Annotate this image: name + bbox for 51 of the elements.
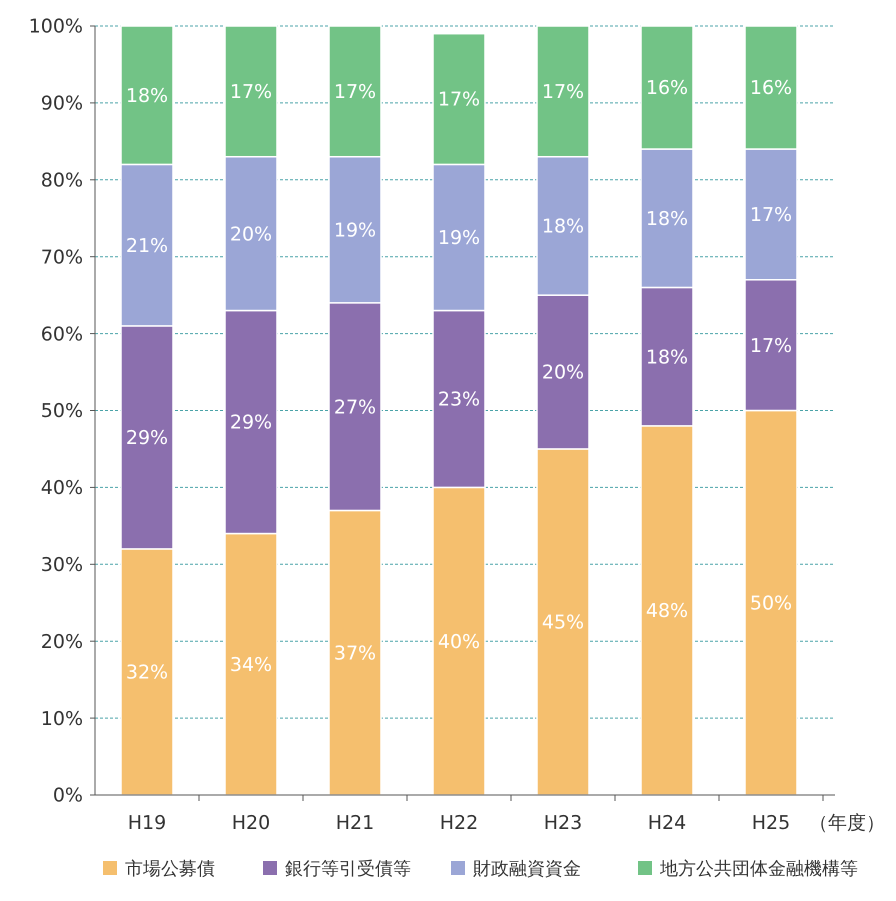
x-tick-label: H24 xyxy=(648,812,686,834)
y-tick-label: 90% xyxy=(40,92,83,115)
data-label: 19% xyxy=(334,219,376,242)
data-label: 17% xyxy=(438,88,480,111)
data-label: 29% xyxy=(230,412,272,434)
x-tick-label: H21 xyxy=(336,812,374,834)
data-label: 32% xyxy=(126,662,168,684)
data-label: 27% xyxy=(334,396,376,418)
y-tick-label: 70% xyxy=(40,246,83,268)
data-label: 18% xyxy=(126,84,168,107)
legend-label: 市場公募債 xyxy=(125,858,215,880)
data-label: 16% xyxy=(646,77,688,100)
y-tick-label: 50% xyxy=(40,400,83,422)
y-tick-label: 30% xyxy=(40,554,83,576)
data-label: 17% xyxy=(334,81,376,104)
y-tick-label: 60% xyxy=(40,323,83,346)
y-tick-label: 0% xyxy=(52,784,83,807)
data-label: 17% xyxy=(230,81,272,104)
data-label: 18% xyxy=(646,208,688,230)
y-tick-label: 100% xyxy=(28,16,83,38)
data-label: 48% xyxy=(646,600,688,622)
data-label: 20% xyxy=(230,223,272,246)
y-tick-label: 80% xyxy=(40,169,83,192)
x-tick-label: H20 xyxy=(232,812,270,834)
data-label: 17% xyxy=(750,334,792,357)
data-label: 23% xyxy=(438,388,480,411)
x-tick-label: H22 xyxy=(440,812,478,834)
y-tick-label: 20% xyxy=(40,630,83,653)
legend-label: 財政融資資金 xyxy=(473,858,581,880)
x-tick-label: H19 xyxy=(128,812,166,834)
x-tick-label: H25 xyxy=(752,812,790,834)
y-tick-label: 10% xyxy=(40,708,83,730)
data-label: 40% xyxy=(438,630,480,653)
data-label: 37% xyxy=(334,642,376,664)
text: （年度） xyxy=(809,812,885,834)
data-label: 18% xyxy=(542,216,584,238)
data-label: 17% xyxy=(542,81,584,104)
data-label: 21% xyxy=(126,234,168,257)
data-label: 50% xyxy=(750,592,792,614)
y-tick-label: 40% xyxy=(40,477,83,500)
data-label: 17% xyxy=(750,204,792,226)
data-label: 29% xyxy=(126,427,168,450)
data-label: 45% xyxy=(542,612,584,634)
data-label: 34% xyxy=(230,654,272,676)
data-label: 18% xyxy=(646,346,688,368)
data-label: 20% xyxy=(542,362,584,384)
x-tick-label: H23 xyxy=(544,812,582,834)
legend-label: 銀行等引受債等 xyxy=(285,858,411,880)
legend-label: 地方公共団体金融機構等 xyxy=(659,858,858,880)
data-label: 16% xyxy=(750,77,792,100)
data-label: 19% xyxy=(438,227,480,250)
